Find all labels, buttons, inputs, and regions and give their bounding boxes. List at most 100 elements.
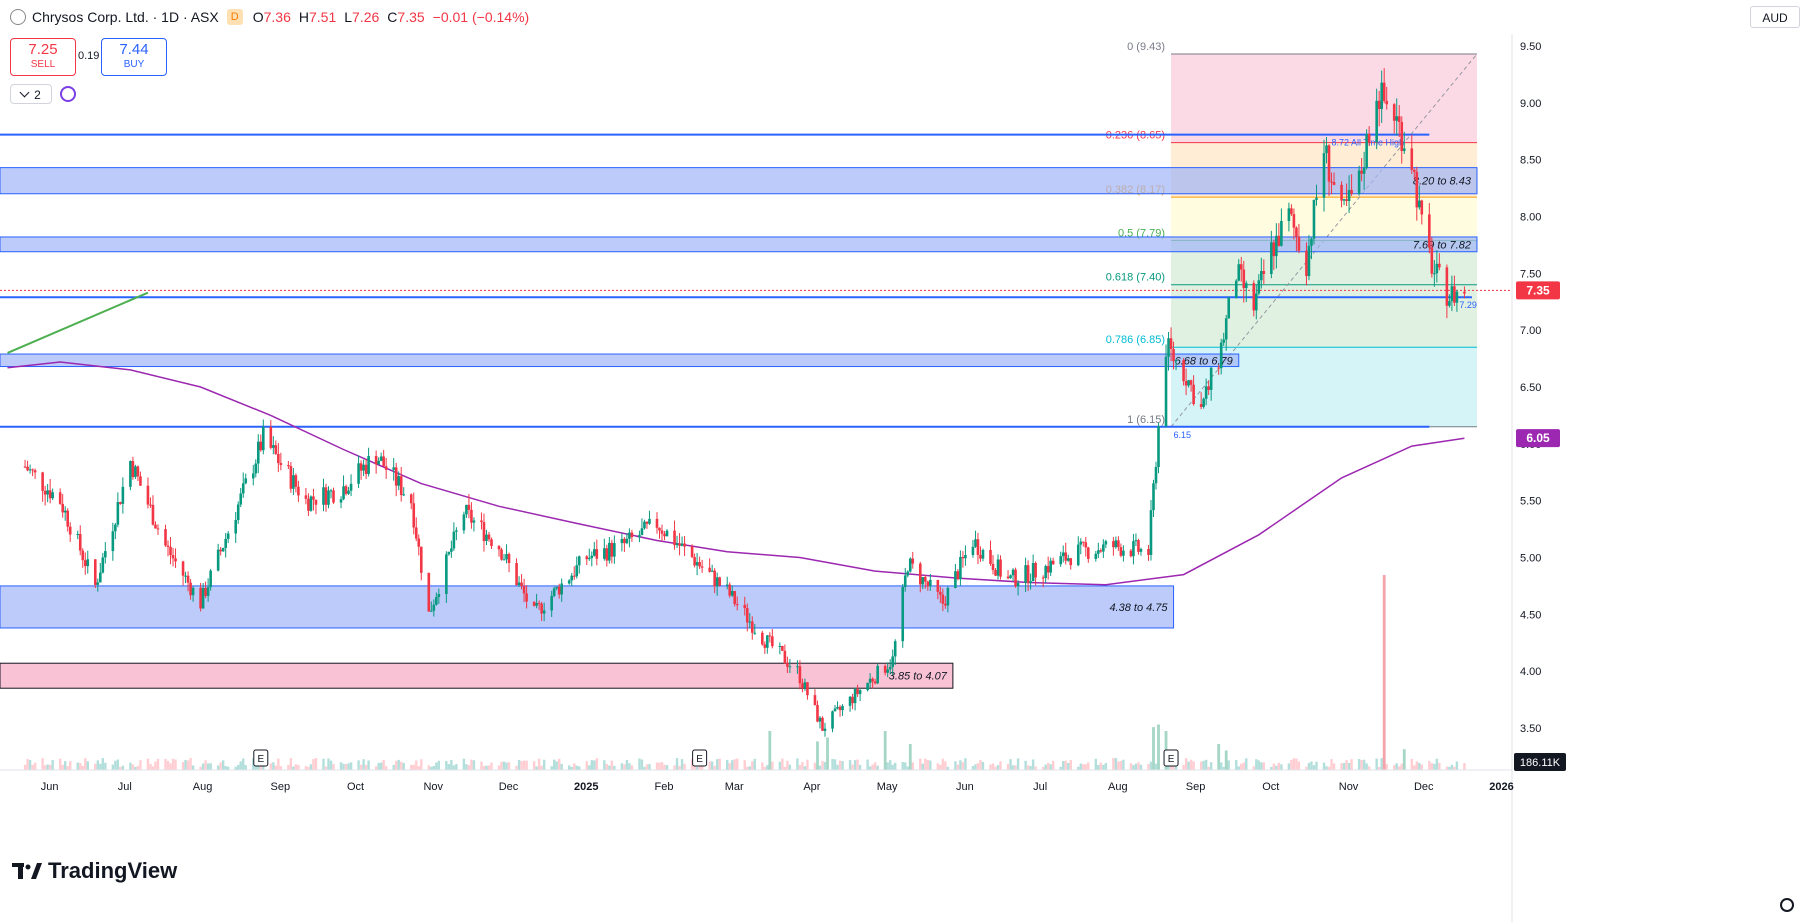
candle-body[interactable] (111, 531, 115, 552)
candle-body[interactable] (221, 547, 225, 552)
candle-body[interactable] (911, 558, 915, 564)
candle-body[interactable] (447, 551, 451, 555)
candle-body[interactable] (1367, 133, 1371, 143)
loading-icon[interactable] (60, 86, 76, 102)
candle-body[interactable] (209, 570, 212, 588)
candle-body[interactable] (959, 556, 962, 580)
candle-body[interactable] (605, 548, 609, 561)
candle-body[interactable] (673, 530, 676, 546)
candle-body[interactable] (645, 521, 649, 524)
candle-body[interactable] (171, 555, 175, 559)
candle-body[interactable] (550, 595, 553, 611)
candle-body[interactable] (397, 476, 401, 486)
candle-body[interactable] (236, 504, 240, 521)
candle-body[interactable] (327, 490, 330, 505)
candle-body[interactable] (289, 466, 293, 489)
candle-body[interactable] (532, 601, 536, 606)
candle-body[interactable] (1172, 349, 1175, 362)
candle-body[interactable] (1164, 356, 1168, 427)
candle-body[interactable] (821, 717, 824, 731)
candle-body[interactable] (921, 577, 925, 585)
fibonacci-retracement[interactable]: 0 (9.43)0.236 (8.65)0.382 (8.17)0.5 (7.7… (1106, 41, 1478, 428)
candle-body[interactable] (46, 490, 49, 495)
candle-body[interactable] (68, 526, 72, 535)
candle-body[interactable] (1227, 297, 1231, 319)
candle-body[interactable] (766, 635, 769, 648)
candle-body[interactable] (803, 682, 807, 689)
candle-body[interactable] (312, 496, 315, 500)
candle-body[interactable] (592, 549, 596, 556)
candle-body[interactable] (48, 490, 52, 499)
candle-body[interactable] (643, 521, 646, 529)
candle-body[interactable] (1192, 384, 1195, 405)
candle-body[interactable] (1031, 563, 1035, 582)
candle-body[interactable] (367, 456, 370, 475)
candle-body[interactable] (728, 584, 732, 596)
candle-body[interactable] (690, 546, 694, 558)
candle-body[interactable] (129, 461, 132, 487)
candle-body[interactable] (28, 469, 32, 471)
zone-rect[interactable] (0, 236, 1478, 253)
candle-body[interactable] (322, 487, 325, 505)
candle-body[interactable] (1455, 291, 1459, 303)
candle-body[interactable] (1342, 199, 1346, 201)
candle-body[interactable] (1122, 550, 1125, 556)
candle-body[interactable] (186, 575, 190, 583)
candle-body[interactable] (402, 494, 406, 496)
candle-body[interactable] (1046, 566, 1050, 573)
candle-body[interactable] (174, 558, 177, 562)
candle-body[interactable] (981, 549, 985, 559)
candle-body[interactable] (595, 549, 599, 559)
candle-body[interactable] (394, 467, 398, 486)
candle-body[interactable] (1049, 560, 1052, 573)
candle-body[interactable] (104, 551, 107, 558)
candle-body[interactable] (658, 527, 661, 531)
candle-body[interactable] (575, 565, 579, 577)
candle-body[interactable] (324, 487, 328, 505)
candle-body[interactable] (1275, 235, 1278, 257)
sell-button[interactable]: 7.25 SELL (10, 38, 76, 76)
candle-body[interactable] (750, 621, 754, 633)
candle-body[interactable] (974, 539, 977, 547)
candle-body[interactable] (1360, 170, 1363, 174)
candle-body[interactable] (1187, 380, 1190, 386)
candle-body[interactable] (1322, 153, 1326, 198)
candle-body[interactable] (1430, 247, 1434, 274)
candle-body[interactable] (853, 689, 857, 704)
candle-body[interactable] (1350, 189, 1353, 194)
candle-body[interactable] (1332, 182, 1336, 185)
candle-body[interactable] (470, 509, 473, 523)
candle-body[interactable] (628, 532, 631, 539)
candle-body[interactable] (655, 518, 659, 528)
candle-body[interactable] (761, 632, 764, 645)
candle-body[interactable] (1112, 541, 1115, 548)
candle-body[interactable] (560, 583, 563, 595)
candle-body[interactable] (1397, 116, 1401, 122)
candle-body[interactable] (590, 555, 594, 559)
candle-body[interactable] (151, 504, 155, 525)
candle-body[interactable] (307, 498, 310, 511)
candle-body[interactable] (944, 603, 947, 606)
candle-body[interactable] (392, 467, 395, 470)
candle-body[interactable] (823, 728, 827, 731)
candle-body[interactable] (610, 542, 614, 557)
candle-body[interactable] (798, 666, 802, 684)
candle-body[interactable] (552, 588, 556, 596)
candle-body[interactable] (259, 441, 263, 451)
candle-body[interactable] (956, 571, 960, 580)
candle-body[interactable] (1290, 208, 1293, 215)
candle-body[interactable] (1385, 100, 1388, 105)
candle-body[interactable] (1011, 569, 1015, 576)
zone-rect[interactable] (0, 353, 1240, 368)
candle-body[interactable] (786, 663, 789, 667)
candle-body[interactable] (292, 475, 295, 489)
candle-body[interactable] (1412, 169, 1416, 172)
candle-body[interactable] (134, 466, 137, 478)
candle-body[interactable] (101, 557, 105, 573)
moving-average[interactable] (7, 361, 1465, 586)
candle-body[interactable] (906, 571, 910, 576)
candle-body[interactable] (1400, 121, 1404, 152)
candle-body[interactable] (936, 579, 940, 592)
candle-body[interactable] (572, 575, 576, 577)
